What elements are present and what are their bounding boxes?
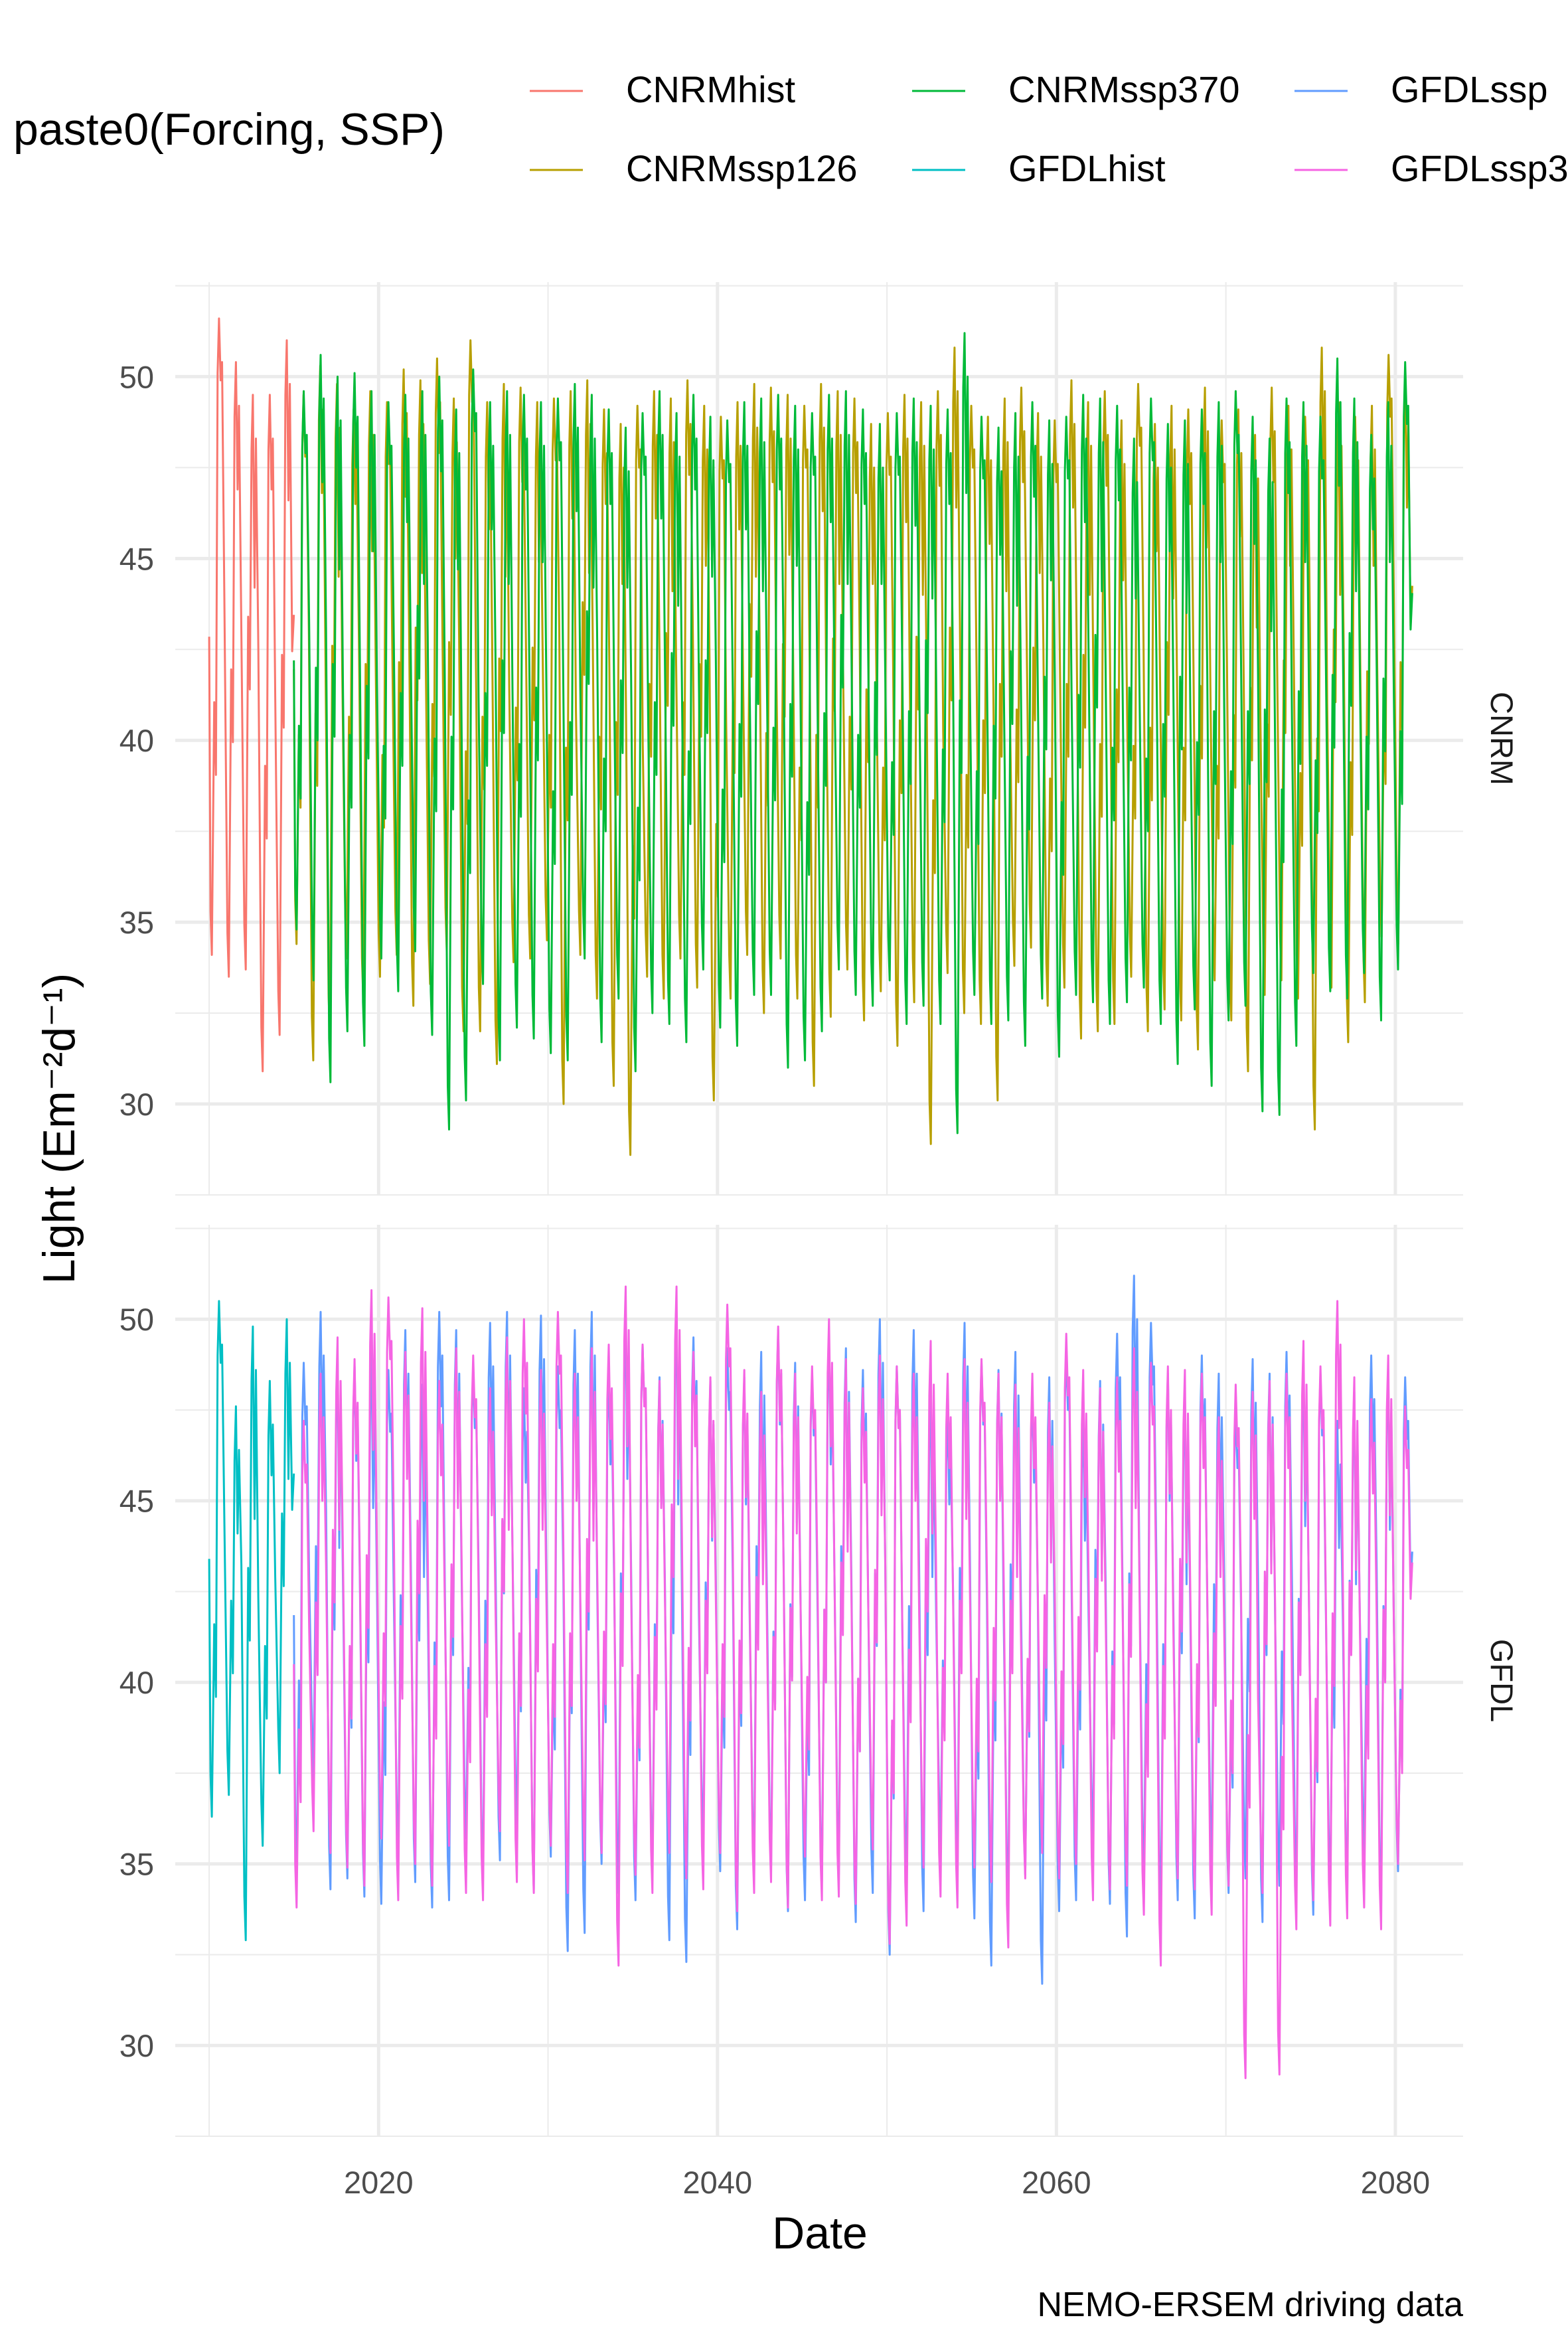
- legend-entries: CNRMhist CNRMssp126 CNRMssp370 GFDLhist GFDL…: [530, 68, 1568, 189]
- legend-title: paste0(Forcing, SSP): [13, 104, 445, 155]
- panel-GFDL: 30 35 40 45 50 GFDL: [119, 1225, 1520, 2137]
- legend-item-GFDLhist: GFDLhist: [912, 147, 1166, 189]
- series-line-CNRMhist: [208, 317, 295, 1073]
- y-tick-label: 50: [119, 359, 154, 394]
- x-axis: 2020 2040 2060 2080: [344, 2165, 1430, 2200]
- y-axis-title: Light (Em⁻²d⁻¹): [34, 973, 84, 1285]
- y-tick-label: 40: [119, 1665, 154, 1700]
- y-tick-label: 50: [119, 1302, 154, 1337]
- series-line-GFDLhist: [208, 1300, 295, 1942]
- caption: NEMO-ERSEM driving data: [1037, 2286, 1463, 2324]
- legend: paste0(Forcing, SSP) CNRMhistCNRMssp126C…: [13, 68, 1568, 189]
- y-tick-label: 40: [119, 723, 154, 758]
- facet-strip-GFDL: GFDL: [1484, 1639, 1520, 1722]
- facet-strip-CNRM: CNRM: [1484, 692, 1520, 785]
- legend-item-CNRMssp126: CNRMssp126: [530, 147, 858, 189]
- x-axis-title: Date: [772, 2208, 868, 2258]
- series-line-GFDLssp3: [293, 1285, 1413, 2079]
- panel-CNRM: 30 35 40 45 50 CNRM: [119, 282, 1520, 1196]
- series-line-CNRMssp126: [293, 339, 1413, 1156]
- x-tick-label: 2020: [344, 2165, 414, 2200]
- y-tick-label: 45: [119, 1484, 154, 1519]
- legend-item-CNRMhist: CNRMhist: [530, 68, 796, 110]
- x-tick-label: 2080: [1361, 2165, 1431, 2200]
- y-tick-label: 35: [119, 905, 154, 940]
- y-tick-label: 30: [119, 1087, 154, 1122]
- panels: 30 35 40 45 50 CNRM 30 35 40 45 50 GFDL 2020 2040 2060…: [119, 282, 1520, 2200]
- y-tick-label: 45: [119, 541, 154, 576]
- legend-item-GFDLssp3: GFDLssp3: [1294, 147, 1568, 189]
- x-tick-label: 2040: [683, 2165, 753, 2200]
- legend-item-CNRMssp370: CNRMssp370: [912, 68, 1240, 110]
- legend-label: CNRMssp126: [626, 147, 858, 189]
- legend-label: CNRMhist: [626, 68, 796, 110]
- legend-label: GFDLssp3: [1391, 147, 1568, 189]
- x-tick-label: 2060: [1022, 2165, 1091, 2200]
- y-tick-label: 35: [119, 1847, 154, 1882]
- legend-item-GFDLssp: GFDLssp: [1294, 68, 1548, 110]
- legend-label: GFDLssp: [1391, 68, 1548, 110]
- series-line-CNRMssp370: [293, 332, 1413, 1135]
- legend-label: CNRMssp370: [1008, 68, 1240, 110]
- y-tick-label: 30: [119, 2028, 154, 2063]
- legend-label: GFDLhist: [1008, 147, 1166, 189]
